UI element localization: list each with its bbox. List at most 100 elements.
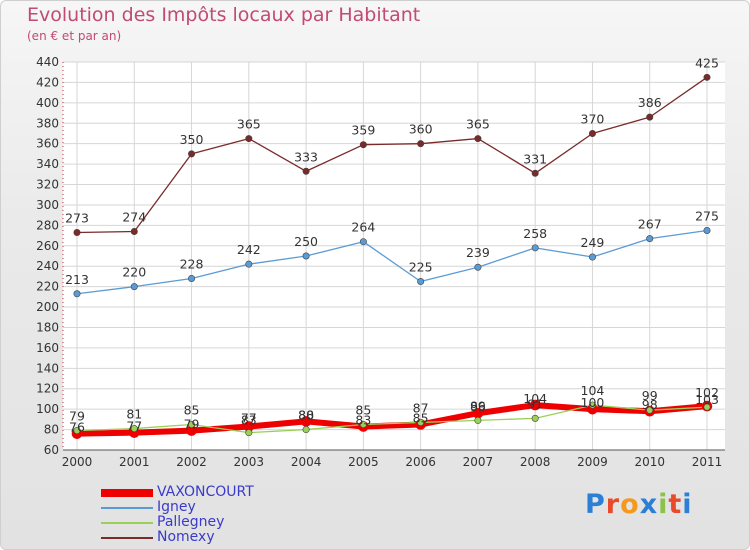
legend-label: Nomexy	[157, 529, 215, 545]
data-label-igney: 264	[351, 220, 375, 235]
data-label-vaxoncourt: 83	[355, 413, 371, 428]
data-label-igney: 249	[581, 235, 605, 250]
y-tick-label: 120	[36, 382, 59, 396]
point-igney	[417, 278, 425, 286]
point-igney	[531, 244, 539, 252]
logo-letter: i	[682, 489, 693, 520]
data-label-pallegney: 79	[69, 409, 85, 424]
data-label-igney: 220	[122, 265, 146, 280]
legend-item-igney: Igney	[101, 500, 254, 515]
legend-label: Igney	[157, 499, 196, 515]
point-nomexy	[588, 129, 596, 137]
y-tick-label: 400	[36, 96, 59, 110]
data-label-nomexy: 333	[294, 149, 318, 164]
y-tick-label: 360	[36, 137, 59, 151]
y-tick-label: 260	[36, 239, 59, 253]
legend-swatch	[101, 488, 153, 497]
data-label-nomexy: 359	[351, 123, 375, 138]
data-label-pallegney: 91	[527, 396, 543, 411]
x-tick-label: 2004	[291, 455, 322, 469]
point-pallegney	[474, 416, 482, 424]
data-label-vaxoncourt: 103	[695, 392, 719, 407]
point-pallegney	[588, 401, 596, 409]
point-nomexy	[474, 135, 482, 143]
point-pallegney	[531, 414, 539, 422]
data-label-pallegney: 85	[355, 402, 371, 417]
y-tick-label: 320	[36, 178, 59, 192]
point-igney	[245, 260, 253, 268]
legend-item-nomexy: Nomexy	[101, 530, 254, 545]
point-nomexy	[130, 227, 138, 235]
series-line-pallegney	[76, 404, 708, 434]
y-tick-label: 140	[36, 361, 59, 375]
data-label-pallegney: 87	[413, 400, 429, 415]
y-tick-label: 180	[36, 320, 59, 334]
y-tick-label: 220	[36, 280, 59, 294]
x-tick-label: 2009	[577, 455, 608, 469]
data-label-vaxoncourt: 98	[642, 397, 658, 412]
data-label-igney: 258	[523, 226, 547, 241]
y-tick-label: 380	[36, 116, 59, 130]
data-label-vaxoncourt: 85	[413, 410, 429, 425]
data-label-nomexy: 273	[65, 211, 89, 226]
legend-swatch	[101, 506, 153, 509]
legend-item-vaxoncourt: VAXONCOURT	[101, 485, 254, 500]
x-tick-label: 2010	[634, 455, 665, 469]
data-label-pallegney: 77	[241, 411, 257, 426]
data-label-nomexy: 386	[638, 95, 662, 110]
data-label-igney: 267	[638, 217, 662, 232]
data-label-igney: 225	[409, 260, 433, 275]
legend-item-pallegney: Pallegney	[101, 515, 254, 530]
point-pallegney	[130, 425, 138, 433]
data-label-pallegney: 85	[184, 402, 200, 417]
x-tick-label: 2003	[234, 455, 265, 469]
data-label-nomexy: 350	[180, 132, 204, 147]
data-label-pallegney: 89	[470, 398, 486, 413]
x-tick-label: 2002	[176, 455, 207, 469]
y-tick-label: 80	[44, 423, 59, 437]
data-label-pallegney: 81	[126, 407, 142, 422]
y-tick-label: 340	[36, 157, 59, 171]
legend: VAXONCOURT Igney Pallegney Nomexy	[101, 485, 254, 545]
y-tick-label: 160	[36, 341, 59, 355]
legend-swatch	[101, 536, 153, 539]
data-label-igney: 242	[237, 242, 261, 257]
y-tick-label: 200	[36, 300, 59, 314]
data-label-vaxoncourt: 83	[241, 413, 257, 428]
y-tick-label: 420	[36, 75, 59, 89]
point-igney	[646, 235, 654, 243]
data-label-nomexy: 370	[581, 111, 605, 126]
data-label-igney: 250	[294, 234, 318, 249]
legend-label: Pallegney	[157, 514, 225, 530]
data-label-igney: 275	[695, 208, 719, 223]
point-nomexy	[302, 167, 310, 175]
legend-label: VAXONCOURT	[157, 484, 254, 500]
y-tick-label: 60	[44, 443, 59, 457]
logo-letter: x	[639, 489, 659, 520]
point-nomexy	[359, 141, 367, 149]
data-label-pallegney: 99	[642, 388, 658, 403]
point-pallegney	[646, 406, 654, 414]
point-pallegney	[302, 426, 310, 434]
point-igney	[73, 290, 81, 298]
chart-title: Evolution des Impôts locaux par Habitant	[27, 4, 421, 26]
point-pallegney	[703, 403, 711, 411]
point-nomexy	[73, 229, 81, 237]
data-label-pallegney: 104	[581, 383, 605, 398]
point-igney	[588, 253, 596, 261]
x-tick-label: 2011	[692, 455, 723, 469]
point-pallegney	[73, 427, 81, 435]
point-pallegney	[359, 420, 367, 428]
point-igney	[703, 226, 711, 234]
data-label-vaxoncourt: 104	[523, 391, 547, 406]
legend-swatch	[101, 521, 153, 524]
data-label-nomexy: 360	[409, 122, 433, 137]
point-nomexy	[245, 135, 253, 143]
data-label-vaxoncourt: 96	[470, 399, 486, 414]
data-label-nomexy: 365	[237, 117, 261, 132]
x-tick-label: 2000	[62, 455, 93, 469]
point-nomexy	[417, 140, 425, 148]
point-igney	[302, 252, 310, 260]
logo-letter: P	[585, 489, 606, 520]
